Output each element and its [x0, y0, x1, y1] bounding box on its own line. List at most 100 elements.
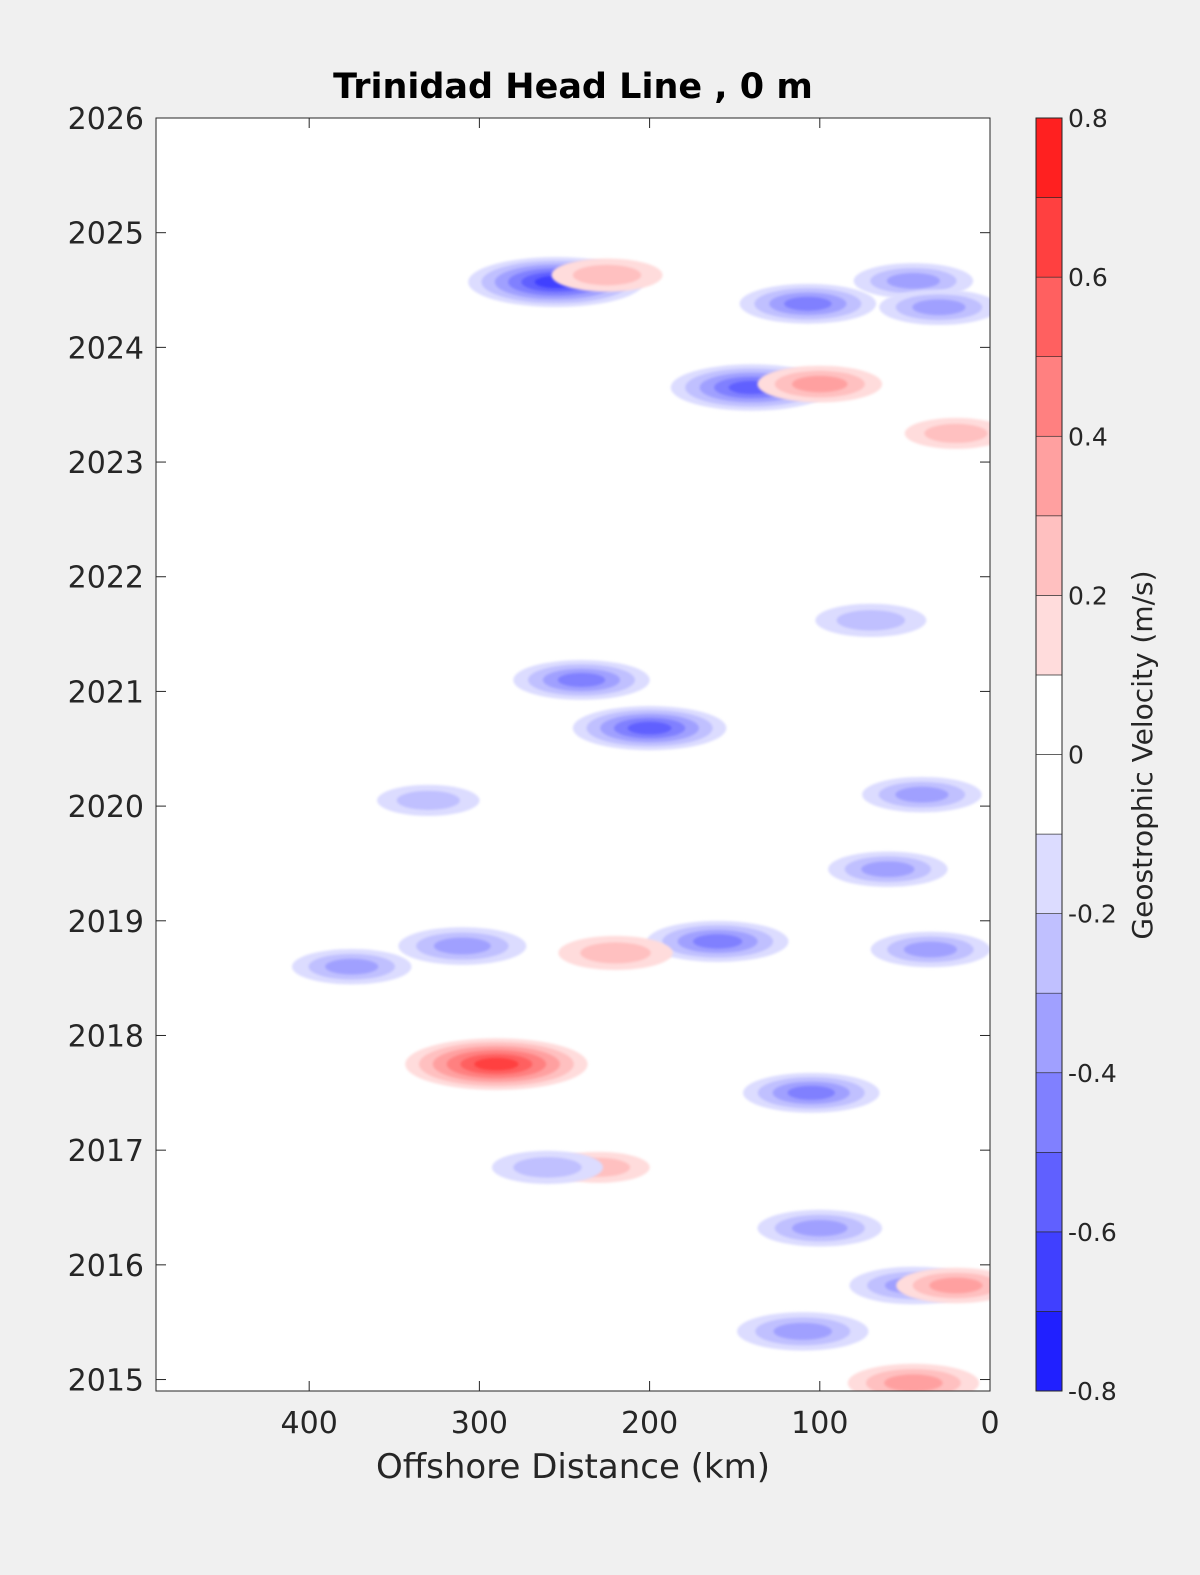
- velocity-contour: [513, 1157, 582, 1178]
- velocity-contour: [886, 272, 940, 289]
- velocity-feature: [737, 1312, 869, 1351]
- velocity-feature: [757, 365, 883, 403]
- y-tick-label: 2026: [68, 102, 144, 137]
- velocity-feature: [757, 1209, 883, 1247]
- colorbar-tick-label: -0.4: [1068, 1059, 1117, 1088]
- velocity-contour: [474, 1057, 519, 1071]
- velocity-contour: [784, 296, 832, 311]
- colorbar-segment: [1035, 913, 1063, 994]
- chart-title: Trinidad Head Line , 0 m: [333, 67, 813, 107]
- colorbar-segment: [1035, 435, 1063, 517]
- colorbar-tick-label: 0.6: [1068, 263, 1108, 292]
- velocity-feature: [398, 927, 527, 965]
- velocity-contour: [325, 958, 379, 975]
- velocity-contour: [787, 1085, 836, 1100]
- velocity-contour: [836, 610, 906, 631]
- velocity-contour: [792, 375, 848, 393]
- velocity-contour: [572, 264, 642, 286]
- colorbar-segment: [1035, 1311, 1063, 1392]
- velocity-contour: [895, 786, 949, 803]
- velocity-contour: [693, 934, 743, 949]
- y-tick-label: 2024: [68, 331, 144, 366]
- colorbar-segment: [1035, 992, 1063, 1074]
- velocity-contour: [884, 1374, 943, 1391]
- colorbar-segment: [1035, 1152, 1063, 1233]
- colorbar-segment: [1035, 754, 1063, 835]
- y-tick-label: 2017: [68, 1134, 144, 1169]
- x-tick-label: 100: [791, 1406, 848, 1441]
- velocity-contour: [924, 423, 988, 443]
- colorbar-segment: [1035, 595, 1063, 676]
- velocity-contour: [903, 941, 957, 958]
- colorbar-segment: [1035, 674, 1063, 755]
- velocity-feature: [870, 931, 990, 968]
- velocity-feature: [572, 706, 727, 751]
- velocity-contour: [627, 721, 672, 735]
- colorbar-tick-label: 0.4: [1068, 422, 1108, 451]
- velocity-feature: [847, 1363, 980, 1391]
- y-tick-label: 2016: [68, 1249, 144, 1284]
- velocity-feature: [558, 935, 673, 970]
- colorbar-tick-label: -0.8: [1068, 1377, 1117, 1406]
- velocity-feature: [377, 784, 480, 816]
- colorbar-tick-label: -0.2: [1068, 900, 1117, 929]
- velocity-contour: [861, 861, 915, 878]
- velocity-feature: [904, 417, 990, 449]
- y-tick-label: 2020: [68, 790, 144, 825]
- colorbar-segment: [1035, 117, 1063, 198]
- colorbar-tick-label: -0.6: [1068, 1218, 1117, 1247]
- velocity-feature: [879, 289, 990, 325]
- x-tick-label: 200: [621, 1406, 678, 1441]
- y-axis: 2015 2016 2017 2018 2019 2020 2021 2022 2023 2024…: [68, 102, 990, 1399]
- colorbar: 0.8 0.6 0.4 0.2 0 -0.2 -0.4 -0.6 -0.8: [1035, 104, 1117, 1406]
- velocity-contour: [433, 937, 491, 955]
- x-tick-label: 0: [980, 1406, 999, 1441]
- velocity-feature: [291, 948, 412, 985]
- colorbar-segment: [1035, 1231, 1063, 1312]
- velocity-feature: [646, 920, 789, 962]
- velocity-feature: [491, 1150, 603, 1184]
- y-tick-label: 2025: [68, 217, 144, 252]
- contour-features: [291, 257, 990, 1391]
- velocity-contour: [792, 1219, 848, 1237]
- velocity-contour: [580, 942, 651, 964]
- y-tick-label: 2023: [68, 446, 144, 481]
- colorbar-tick-label: 0.8: [1068, 104, 1108, 133]
- plot-frame: [155, 117, 991, 1392]
- y-tick-label: 2021: [68, 675, 144, 710]
- velocity-feature: [862, 776, 982, 813]
- colorbar-segment: [1035, 515, 1063, 596]
- colorbar-segment: [1035, 276, 1063, 357]
- x-axis-label: Offshore Distance (km): [376, 1447, 770, 1487]
- velocity-contour: [912, 299, 966, 316]
- colorbar-frame: [1035, 117, 1063, 1392]
- y-tick-label: 2019: [68, 905, 144, 940]
- x-tick-label: 300: [451, 1406, 508, 1441]
- velocity-feature: [513, 660, 650, 700]
- colorbar-segment: [1035, 356, 1063, 437]
- y-tick-label: 2022: [68, 561, 144, 596]
- velocity-contour: [929, 1277, 983, 1294]
- velocity-feature: [896, 1267, 990, 1304]
- velocity-contour: [396, 790, 460, 810]
- velocity-feature: [743, 1072, 880, 1113]
- x-axis: 400 300 200 100 0: [281, 118, 1000, 1441]
- velocity-feature: [828, 851, 948, 887]
- velocity-feature: [405, 1038, 588, 1090]
- velocity-feature: [739, 283, 877, 324]
- velocity-feature: [815, 603, 927, 637]
- x-tick-label: 400: [281, 1406, 338, 1441]
- velocity-feature: [551, 258, 663, 292]
- y-tick-label: 2018: [68, 1019, 144, 1054]
- colorbar-segment: [1035, 833, 1063, 914]
- velocity-contour: [557, 673, 606, 687]
- colorbar-segment: [1035, 197, 1063, 278]
- y-tick-label: 2015: [68, 1364, 144, 1399]
- colorbar-segment: [1035, 1072, 1063, 1153]
- colorbar-tick-label: 0.2: [1068, 581, 1108, 610]
- colorbar-tick-label: 0: [1068, 741, 1084, 770]
- colorbar-label: Geostrophic Velocity (m/s): [1126, 570, 1159, 939]
- velocity-contour: [773, 1322, 832, 1340]
